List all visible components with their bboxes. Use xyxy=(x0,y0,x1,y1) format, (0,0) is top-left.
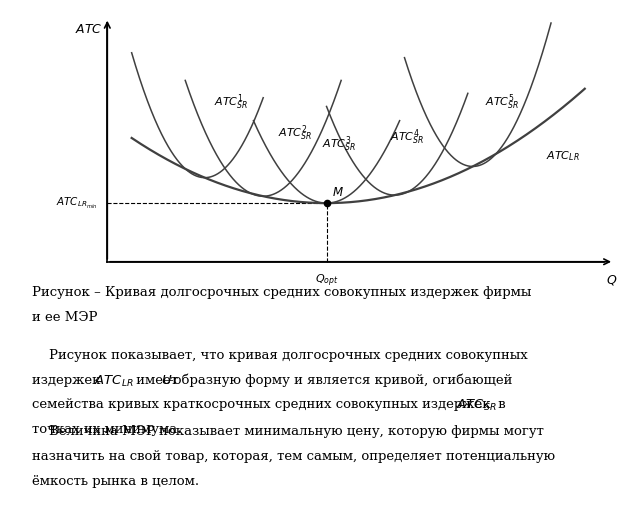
Text: назначить на свой товар, которая, тем самым, определяет потенциальную: назначить на свой товар, которая, тем са… xyxy=(32,450,555,463)
Text: $ATC^3_{SR}$: $ATC^3_{SR}$ xyxy=(322,135,356,154)
Text: Величина МЭР показывает минимальную цену, которую фирмы могут: Величина МЭР показывает минимальную цену… xyxy=(32,425,544,438)
Text: точках их минимума.: точках их минимума. xyxy=(32,423,181,436)
Text: и ее МЭР: и ее МЭР xyxy=(32,311,98,324)
Text: $ATC_{LR}$: $ATC_{LR}$ xyxy=(545,149,579,163)
Text: издержек: издержек xyxy=(32,374,105,386)
Text: Рисунок показывает, что кривая долгосрочных средних совокупных: Рисунок показывает, что кривая долгосроч… xyxy=(32,349,528,362)
Text: $ATC^1_{SR}$: $ATC^1_{SR}$ xyxy=(214,92,249,112)
Text: $ATC$: $ATC$ xyxy=(75,23,103,36)
Text: $ATC^5_{SR}$: $ATC^5_{SR}$ xyxy=(485,92,519,112)
Text: семейства кривых краткосрочных средних совокупных издержек: семейства кривых краткосрочных средних с… xyxy=(32,398,495,411)
Text: в: в xyxy=(494,398,506,411)
Text: Рисунок – Кривая долгосрочных средних совокупных издержек фирмы: Рисунок – Кривая долгосрочных средних со… xyxy=(32,286,531,299)
Text: ёмкость рынка в целом.: ёмкость рынка в целом. xyxy=(32,475,199,488)
Text: $ATC_{SR}$: $ATC_{SR}$ xyxy=(456,398,496,413)
Text: $ATC_{LR_{min}}$: $ATC_{LR_{min}}$ xyxy=(56,196,98,211)
Text: имеет: имеет xyxy=(132,374,182,386)
Text: $ATC_{LR}$: $ATC_{LR}$ xyxy=(94,374,134,389)
Text: $Q$: $Q$ xyxy=(606,273,617,287)
Text: $U$: $U$ xyxy=(161,374,173,386)
Text: $M$: $M$ xyxy=(332,186,345,199)
Text: -образную форму и является кривой, огибающей: -образную форму и является кривой, огиба… xyxy=(169,374,512,387)
Text: $ATC^2_{SR}$: $ATC^2_{SR}$ xyxy=(278,123,312,142)
Text: $ATC^4_{SR}$: $ATC^4_{SR}$ xyxy=(390,127,424,147)
Text: $Q_{opt}$: $Q_{opt}$ xyxy=(315,272,338,289)
